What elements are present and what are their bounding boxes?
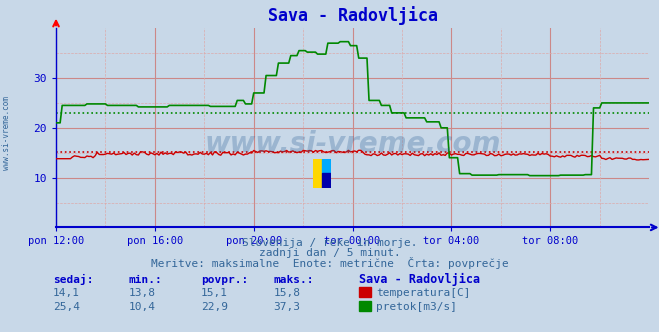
Text: 10,4: 10,4 — [129, 302, 156, 312]
Text: Sava - Radovljica: Sava - Radovljica — [359, 273, 480, 286]
Text: zadnji dan / 5 minut.: zadnji dan / 5 minut. — [258, 248, 401, 258]
Bar — [322, 159, 331, 173]
Text: www.si-vreme.com: www.si-vreme.com — [2, 96, 11, 170]
Title: Sava - Radovljica: Sava - Radovljica — [268, 6, 438, 25]
Text: 25,4: 25,4 — [53, 302, 80, 312]
Text: 37,3: 37,3 — [273, 302, 301, 312]
Text: Meritve: maksimalne  Enote: metrične  Črta: povprečje: Meritve: maksimalne Enote: metrične Črta… — [151, 257, 508, 269]
Text: maks.:: maks.: — [273, 275, 314, 285]
Text: Slovenija / reke in morje.: Slovenija / reke in morje. — [242, 238, 417, 248]
Bar — [322, 173, 331, 188]
Text: min.:: min.: — [129, 275, 162, 285]
Text: temperatura[C]: temperatura[C] — [376, 288, 471, 298]
Text: pretok[m3/s]: pretok[m3/s] — [376, 302, 457, 312]
Text: www.si-vreme.com: www.si-vreme.com — [204, 130, 501, 158]
Text: povpr.:: povpr.: — [201, 275, 248, 285]
Text: 22,9: 22,9 — [201, 302, 228, 312]
Text: 15,1: 15,1 — [201, 288, 228, 298]
Bar — [313, 159, 322, 188]
Text: 13,8: 13,8 — [129, 288, 156, 298]
Text: 14,1: 14,1 — [53, 288, 80, 298]
Text: 15,8: 15,8 — [273, 288, 301, 298]
Text: sedaj:: sedaj: — [53, 274, 93, 285]
